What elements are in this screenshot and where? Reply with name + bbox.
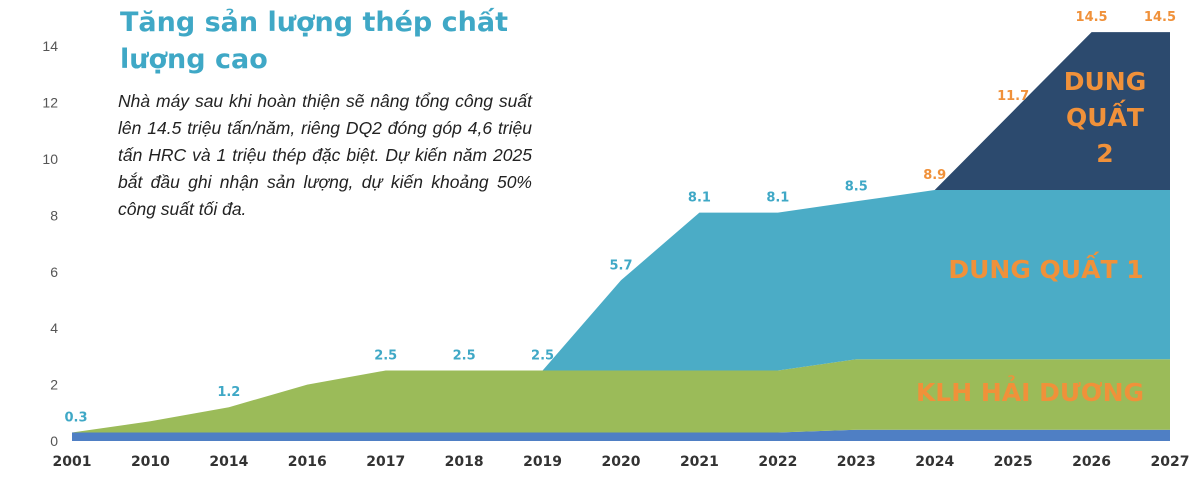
x-tick-label: 2020 — [602, 454, 641, 470]
area-series-3 — [72, 32, 1170, 433]
x-tick-label: 2021 — [680, 454, 719, 470]
area-labels: KLH HẢI DƯƠNG DUNG QUẤT 1 DUNG QUẤT 2 — [916, 67, 1146, 407]
total-label: 0.3 — [64, 411, 87, 426]
area-series-1 — [72, 359, 1170, 433]
x-tick-label: 2014 — [209, 454, 248, 470]
x-tick-label: 2024 — [915, 454, 954, 470]
y-tick-label: 6 — [50, 264, 58, 280]
y-tick-label: 8 — [50, 207, 58, 223]
total-label: 1.2 — [217, 385, 240, 400]
area-label: DUNG QUẤT 2 — [1064, 67, 1147, 168]
x-axis: 2001 2010 2014 2016 2017 2018 2019 2020 2021 2022… — [53, 454, 1190, 470]
total-label: 8.9 — [923, 168, 946, 183]
y-tick-label: 12 — [42, 95, 58, 111]
x-tick-label: 2010 — [131, 454, 170, 470]
y-tick-label: 10 — [42, 151, 58, 167]
x-tick-label: 2001 — [53, 454, 92, 470]
x-tick-label: 2022 — [758, 454, 797, 470]
chart-description: Nhà máy sau khi hoàn thiện sẽ nâng tổng … — [118, 91, 532, 219]
stacked-areas — [72, 32, 1170, 441]
y-tick-label: 14 — [42, 38, 58, 54]
x-tick-label: 2017 — [366, 454, 405, 470]
total-label: 2.5 — [374, 349, 397, 364]
area-label: DUNG QUẤT 1 — [948, 251, 1143, 284]
total-labels: 0.3 1.2 2.5 2.5 2.5 5.7 8.1 8.1 8.5 8.9 11.7 14.5 14… — [64, 10, 1176, 425]
x-tick-label: 2027 — [1151, 454, 1190, 470]
x-tick-label: 2026 — [1072, 454, 1111, 470]
total-label: 5.7 — [609, 258, 632, 273]
total-label: 14.5 — [1076, 10, 1108, 25]
y-tick-label: 4 — [50, 320, 58, 336]
area-label: KLH HẢI DƯƠNG — [916, 374, 1144, 407]
total-label: 14.5 — [1144, 10, 1176, 25]
x-tick-label: 2023 — [837, 454, 876, 470]
x-tick-label: 2016 — [288, 454, 327, 470]
total-label: 2.5 — [531, 349, 554, 364]
total-label: 8.1 — [766, 191, 789, 206]
x-tick-label: 2019 — [523, 454, 562, 470]
total-label: 8.5 — [845, 179, 868, 194]
chart-title: Tăng sản lượng thép chất lượng cao — [120, 7, 508, 75]
x-tick-label: 2025 — [994, 454, 1033, 470]
x-tick-label: 2018 — [445, 454, 484, 470]
total-label: 2.5 — [453, 349, 476, 364]
y-tick-label: 0 — [50, 433, 58, 449]
y-tick-label: 2 — [50, 377, 58, 393]
y-axis: 0 2 4 6 8 10 12 14 — [42, 38, 58, 449]
area-series-0 — [72, 429, 1170, 441]
area-series-2 — [72, 190, 1170, 433]
total-label: 11.7 — [997, 89, 1029, 104]
total-label: 8.1 — [688, 191, 711, 206]
